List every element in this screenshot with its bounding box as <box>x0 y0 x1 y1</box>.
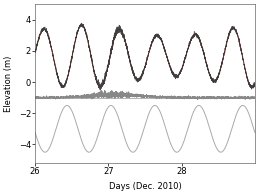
Y-axis label: Elevation (m): Elevation (m) <box>4 55 13 112</box>
X-axis label: Days (Dec. 2010): Days (Dec. 2010) <box>109 182 181 191</box>
